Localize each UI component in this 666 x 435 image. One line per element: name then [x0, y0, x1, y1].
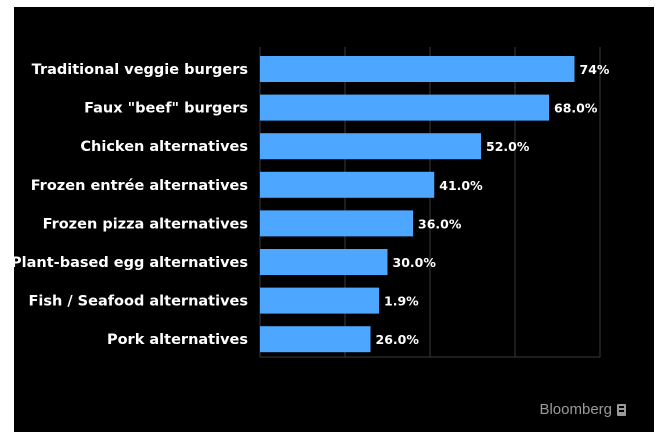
value-label: 68.0% — [554, 101, 598, 116]
category-label: Frozen pizza alternatives — [43, 216, 248, 232]
category-label: Faux "beef" burgers — [84, 101, 248, 117]
category-label: Chicken alternatives — [80, 139, 248, 155]
bar — [260, 56, 575, 82]
value-label: 52.0% — [486, 139, 530, 154]
bar — [260, 94, 549, 121]
bar — [260, 171, 435, 198]
value-label: 36.0% — [418, 216, 462, 231]
value-label: 74% — [580, 62, 610, 77]
category-label: Traditional veggie burgers — [32, 62, 248, 78]
value-label: 30.0% — [393, 255, 437, 270]
value-label: 1.9% — [384, 294, 419, 309]
bar — [260, 210, 413, 237]
category-label: Frozen entrée alternatives — [31, 178, 248, 194]
category-label: Fish / Seafood alternatives — [28, 294, 248, 310]
bloomberg-terminal-icon — [617, 403, 626, 416]
bar-chart: Traditional veggie burgers 74% Faux "beef"… — [14, 47, 610, 358]
value-label: 26.0% — [376, 332, 420, 347]
bar — [260, 326, 371, 353]
brand-name: Bloomberg — [539, 401, 612, 418]
bar — [260, 287, 379, 314]
bar — [260, 133, 481, 160]
category-label: Plant-based egg alternatives — [14, 255, 248, 271]
value-label: 41.0% — [439, 178, 483, 193]
bloomberg-logo: Bloomberg — [539, 401, 626, 418]
category-label: Pork alternatives — [107, 332, 248, 348]
bar — [260, 249, 388, 275]
chart-container: Traditional veggie burgers 74% Faux "beef"… — [14, 7, 654, 432]
